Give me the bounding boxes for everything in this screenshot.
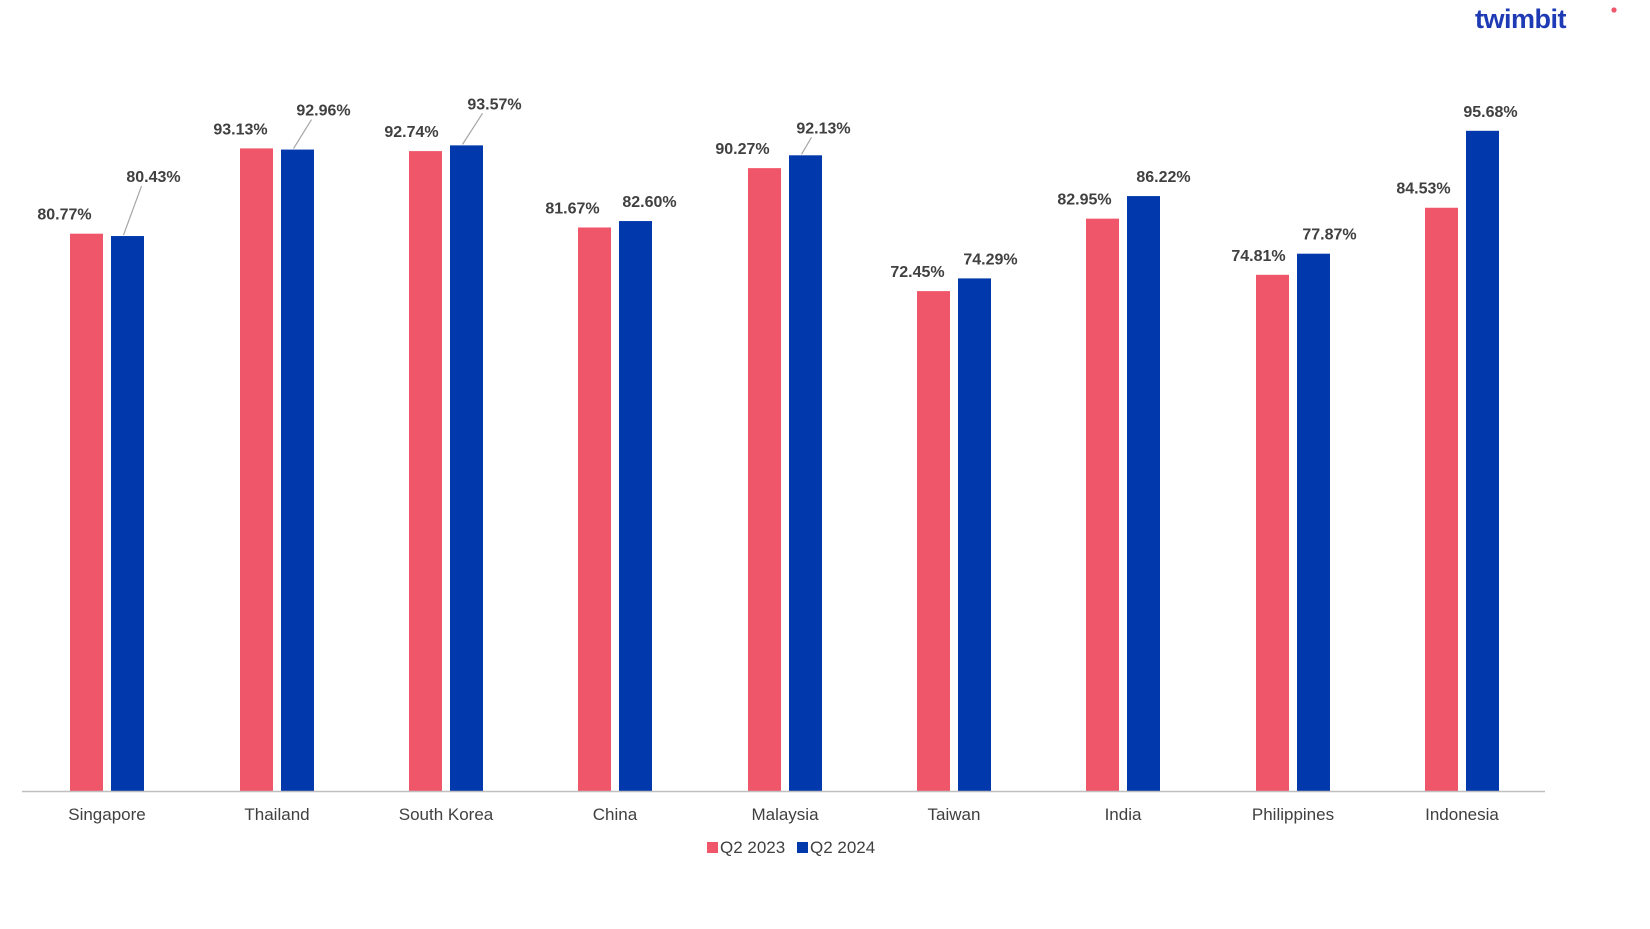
bar-q2-2024-south-korea xyxy=(450,145,483,791)
category-label: South Korea xyxy=(399,805,494,824)
bar-q2-2023-thailand xyxy=(240,148,273,791)
data-labels-group: 80.77% 80.43% 93.13% 92.96% 92.74% 93.57% 81.6… xyxy=(37,96,1517,281)
data-label-q2-2024: 82.60% xyxy=(622,194,676,211)
leader-line xyxy=(292,119,313,149)
bar-q2-2023-singapore xyxy=(70,233,103,791)
leader-line xyxy=(800,136,813,155)
bar-q2-2023-south-korea xyxy=(409,151,442,791)
logo-text: twimbit xyxy=(1475,4,1566,34)
data-label-q2-2023: 93.13% xyxy=(213,121,267,138)
data-label-q2-2023: 74.81% xyxy=(1231,248,1285,265)
bar-q2-2024-india xyxy=(1127,196,1160,791)
data-label-q2-2024: 74.29% xyxy=(963,251,1017,268)
category-label: Indonesia xyxy=(1425,805,1499,824)
bar-q2-2023-philippines xyxy=(1256,274,1289,791)
category-label: Thailand xyxy=(244,805,309,824)
legend: Q2 2023 Q2 2024 xyxy=(707,838,875,857)
data-label-q2-2024: 93.57% xyxy=(467,96,521,113)
category-label: India xyxy=(1105,805,1142,824)
data-label-q2-2023: 90.27% xyxy=(715,141,769,158)
data-label-q2-2023: 72.45% xyxy=(890,264,944,281)
data-label-q2-2024: 95.68% xyxy=(1463,104,1517,121)
data-label-q2-2024: 80.43% xyxy=(126,169,180,186)
bar-q2-2024-philippines xyxy=(1297,253,1330,791)
leader-lines-group xyxy=(122,113,813,236)
data-label-q2-2024: 77.87% xyxy=(1302,227,1356,244)
leader-line xyxy=(122,185,143,236)
data-label-q2-2024: 92.96% xyxy=(296,103,350,120)
category-label: China xyxy=(593,805,638,824)
twimbit-logo: twimbit xyxy=(1475,4,1617,34)
data-label-q2-2023: 92.74% xyxy=(384,124,438,141)
legend-swatch-q2-2024 xyxy=(797,842,808,853)
category-label: Philippines xyxy=(1252,805,1334,824)
logo-dot xyxy=(1611,7,1617,13)
data-label-q2-2023: 82.95% xyxy=(1057,192,1111,209)
leader-line xyxy=(461,113,484,145)
category-label: Taiwan xyxy=(928,805,981,824)
data-label-q2-2023: 81.67% xyxy=(545,200,599,217)
data-label-q2-2023: 84.53% xyxy=(1396,181,1450,198)
legend-label-q2-2023: Q2 2023 xyxy=(720,838,785,857)
bar-q2-2023-malaysia xyxy=(748,168,781,792)
data-label-q2-2023: 80.77% xyxy=(37,207,91,224)
bar-q2-2023-india xyxy=(1086,218,1119,791)
bar-q2-2024-indonesia xyxy=(1466,130,1499,792)
bar-q2-2024-taiwan xyxy=(958,278,991,791)
data-label-q2-2024: 86.22% xyxy=(1136,169,1190,186)
bar-q2-2024-china xyxy=(619,221,652,791)
bar-q2-2023-indonesia xyxy=(1425,207,1458,792)
category-label: Malaysia xyxy=(751,805,819,824)
bar-q2-2024-thailand xyxy=(281,149,314,792)
data-label-q2-2024: 92.13% xyxy=(796,120,850,137)
bar-q2-2024-singapore xyxy=(111,236,144,791)
legend-label-q2-2024: Q2 2024 xyxy=(810,838,875,857)
category-labels-group: Singapore Thailand South Korea China Malaysi… xyxy=(68,805,1499,824)
category-label: Singapore xyxy=(68,805,146,824)
legend-swatch-q2-2023 xyxy=(707,842,718,853)
bars-group xyxy=(70,130,1499,792)
bar-q2-2023-taiwan xyxy=(917,291,950,791)
bar-q2-2023-china xyxy=(578,227,611,792)
bar-q2-2024-malaysia xyxy=(789,155,822,792)
